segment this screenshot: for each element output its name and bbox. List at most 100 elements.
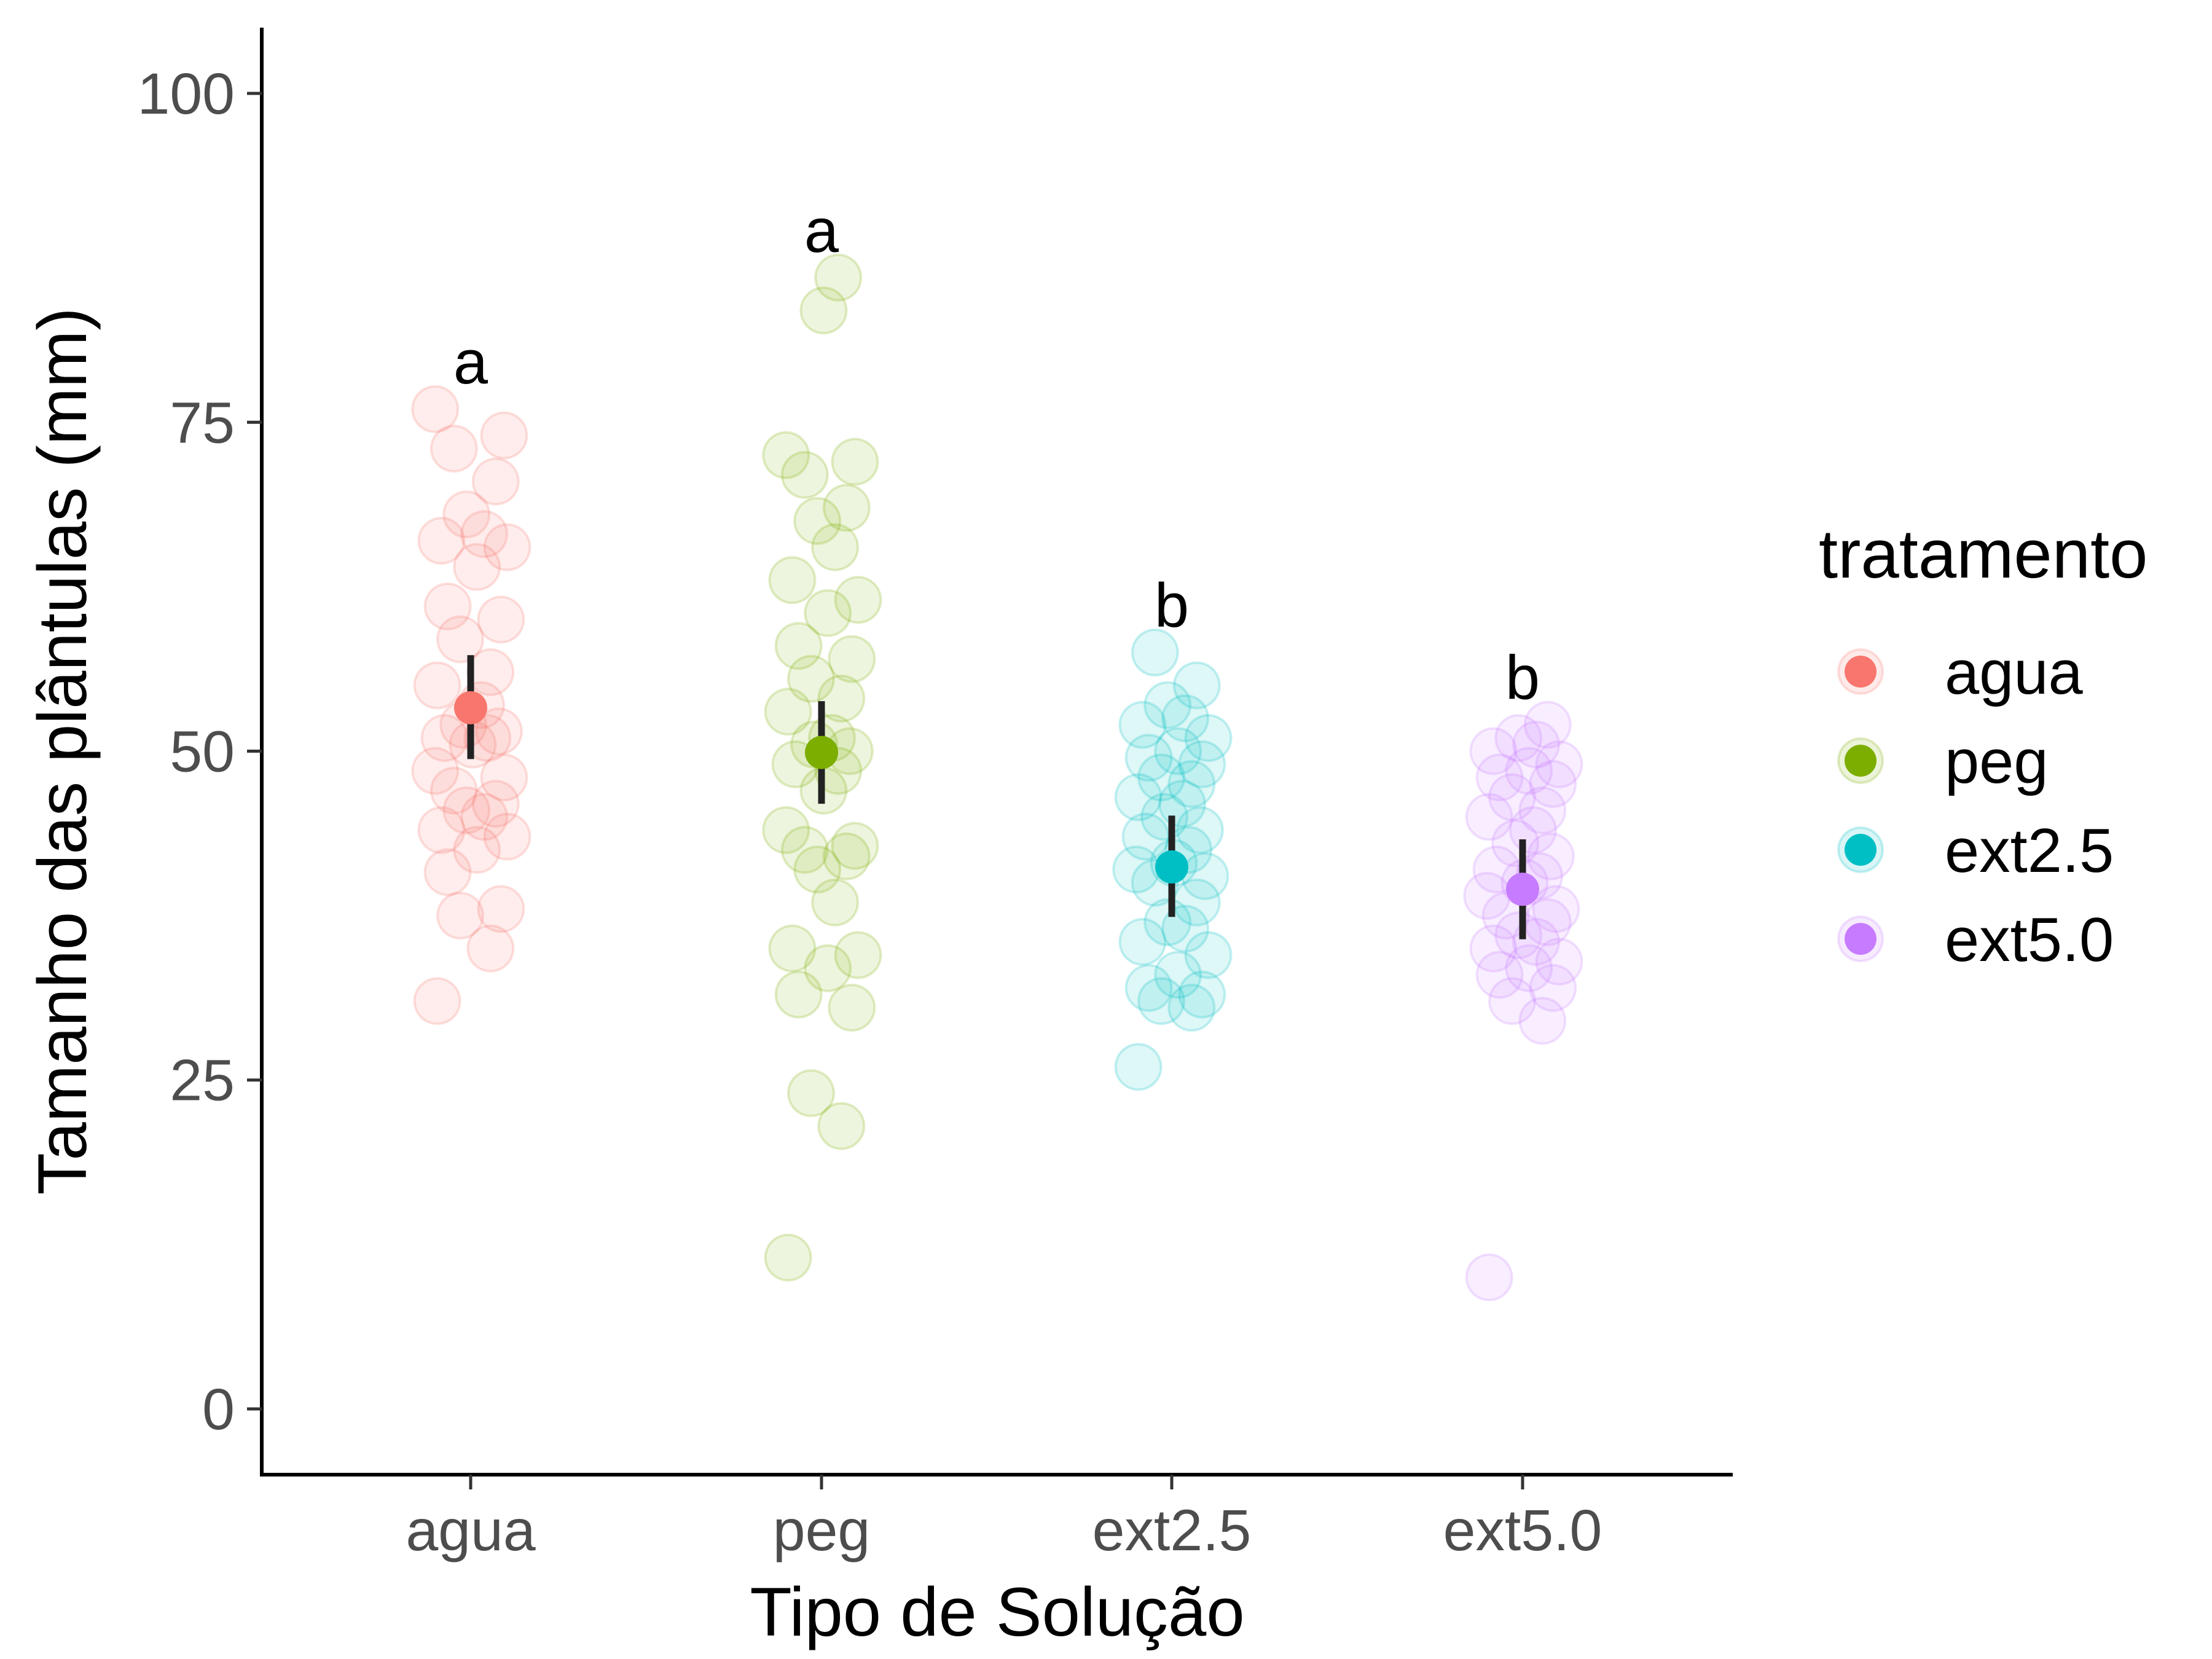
data-point-agua <box>471 780 520 828</box>
data-point-agua <box>480 753 528 802</box>
legend-key-peg <box>1845 745 1877 777</box>
x-tick-label: peg <box>773 1498 871 1563</box>
data-point-ext5-0 <box>1494 714 1543 763</box>
data-point-ext2-5 <box>1158 780 1206 828</box>
mean-ci-markers <box>454 655 1539 939</box>
data-point-peg <box>787 654 835 703</box>
data-point-peg <box>768 556 817 605</box>
data-point-ext2-5 <box>1118 917 1167 966</box>
data-point-ext2-5 <box>1161 904 1210 953</box>
data-point-peg <box>793 845 842 894</box>
data-point-peg <box>831 437 879 486</box>
legend-key-ext2-5 <box>1845 834 1877 866</box>
legend-label-ext5-0: ext5.0 <box>1945 906 2114 975</box>
x-tick-label: ext2.5 <box>1092 1498 1252 1563</box>
data-point-peg <box>804 944 852 992</box>
data-point-agua <box>453 543 501 591</box>
data-point-ext2-5 <box>1167 760 1216 809</box>
data-point-ext5-0 <box>1523 700 1572 749</box>
data-point-ext5-0 <box>1505 747 1553 795</box>
data-point-ext2-5 <box>1137 753 1185 802</box>
data-point-ext5-0 <box>1518 997 1567 1045</box>
data-point-ext2-5 <box>1172 661 1221 710</box>
data-point-agua <box>411 385 460 433</box>
y-axis-title: Tamanho das plântulas (mm) <box>24 307 101 1194</box>
axes: 0 25 50 75 100 agua peg ext2.5 ext5.0 Tipo de Sol… <box>24 28 1733 1650</box>
data-point-peg <box>768 924 817 973</box>
legend-key-agua <box>1845 656 1877 688</box>
data-point-peg <box>762 806 810 854</box>
data-point-ext5-0 <box>1469 924 1518 973</box>
data-point-agua <box>436 892 484 940</box>
data-point-ext2-5 <box>1178 740 1226 788</box>
data-point-peg <box>780 826 829 874</box>
data-point-agua <box>480 411 528 460</box>
jitter-points <box>411 253 1583 1301</box>
data-point-agua <box>417 516 466 565</box>
data-point-ext5-0 <box>1529 963 1577 1012</box>
data-point-peg <box>822 832 871 880</box>
y-tick-label: 100 <box>137 61 235 127</box>
data-point-peg <box>814 253 863 302</box>
data-point-agua <box>460 510 509 559</box>
data-point-ext2-5 <box>1124 734 1173 782</box>
data-point-agua <box>411 747 460 795</box>
data-point-peg <box>817 674 866 723</box>
data-point-ext2-5 <box>1124 963 1173 1012</box>
data-point-peg <box>834 576 882 624</box>
x-axis-title: Tipo de Solução <box>750 1574 1244 1650</box>
data-point-agua <box>417 806 466 854</box>
data-point-ext5-0 <box>1518 786 1567 834</box>
y-tick-label: 50 <box>170 720 235 785</box>
data-point-ext2-5 <box>1118 700 1167 749</box>
data-point-peg <box>828 635 876 683</box>
data-point-peg <box>804 589 852 637</box>
data-point-ext2-5 <box>1140 793 1189 841</box>
data-point-peg <box>799 286 848 335</box>
x-tick-label: agua <box>406 1498 536 1563</box>
data-point-ext2-5 <box>1175 806 1224 854</box>
data-point-ext5-0 <box>1529 760 1577 809</box>
mean-point-agua <box>454 691 487 724</box>
data-point-agua <box>460 793 509 841</box>
data-point-peg <box>787 1069 835 1118</box>
data-point-peg <box>831 822 879 870</box>
data-point-agua <box>413 661 461 710</box>
y-tick-label: 75 <box>170 390 235 455</box>
significance-label-ext2-5: b <box>1155 571 1189 640</box>
legend-label-ext2-5: ext2.5 <box>1945 817 2114 885</box>
data-point-ext2-5 <box>1114 1043 1163 1091</box>
data-point-ext5-0 <box>1469 727 1518 775</box>
legend-title: tratamento <box>1819 516 2147 592</box>
legend-label-peg: peg <box>1945 728 2049 796</box>
data-point-ext2-5 <box>1131 628 1179 677</box>
data-point-ext2-5 <box>1154 727 1202 775</box>
data-point-ext5-0 <box>1491 819 1540 868</box>
data-point-peg <box>811 523 860 571</box>
y-tick-label: 0 <box>202 1377 235 1442</box>
data-point-ext2-5 <box>1178 970 1226 1019</box>
data-point-agua <box>442 786 491 834</box>
data-point-ext2-5 <box>1167 983 1216 1032</box>
data-point-ext5-0 <box>1532 885 1580 933</box>
data-point-peg <box>774 622 823 670</box>
data-point-peg <box>811 878 860 927</box>
data-point-agua <box>477 885 525 933</box>
data-point-peg <box>793 496 842 545</box>
data-point-agua <box>413 977 461 1026</box>
data-point-peg <box>764 1233 812 1282</box>
data-point-agua <box>429 766 478 815</box>
data-point-agua <box>471 457 520 506</box>
data-point-peg <box>834 931 882 979</box>
data-point-ext5-0 <box>1535 740 1583 788</box>
data-point-ext5-0 <box>1512 720 1561 769</box>
data-point-peg <box>828 983 876 1032</box>
data-point-agua <box>436 615 484 664</box>
data-point-peg <box>774 970 823 1019</box>
data-point-agua <box>466 924 515 973</box>
legend-key-ext5-0 <box>1845 923 1877 955</box>
y-tick-label: 25 <box>170 1048 235 1113</box>
data-point-agua <box>442 490 491 539</box>
significance-label-peg: a <box>804 197 839 265</box>
mean-point-peg <box>805 735 838 769</box>
